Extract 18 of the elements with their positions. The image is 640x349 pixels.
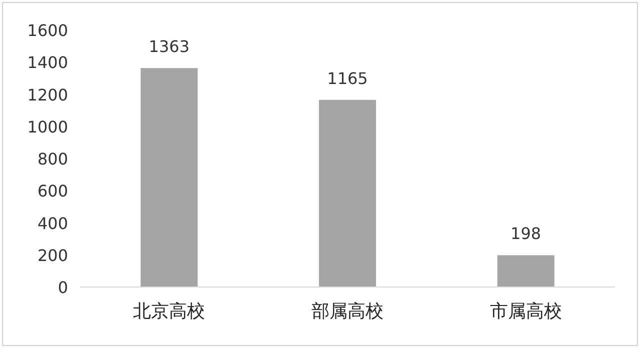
y-tick-label: 800: [37, 150, 68, 168]
y-tick-label: 1400: [27, 53, 68, 72]
data-label: 198: [510, 224, 542, 244]
y-tick-label: 1600: [27, 21, 68, 40]
data-label: 1363: [148, 37, 190, 56]
bar: [318, 100, 376, 287]
bar: [140, 68, 198, 287]
x-tick-label: 北京高校: [133, 301, 206, 322]
y-tick-label: 1200: [27, 85, 68, 104]
bar: [497, 255, 554, 287]
y-tick-label: 0: [58, 278, 68, 297]
x-tick-label: 部属高校: [312, 301, 384, 322]
y-tick-label: 600: [37, 182, 68, 201]
data-label: 1165: [327, 68, 368, 88]
y-tick-label: 400: [37, 214, 68, 233]
y-tick-label: 200: [37, 246, 68, 265]
y-tick-label: 1000: [27, 117, 68, 136]
x-tick-label: 市属高校: [490, 301, 562, 322]
